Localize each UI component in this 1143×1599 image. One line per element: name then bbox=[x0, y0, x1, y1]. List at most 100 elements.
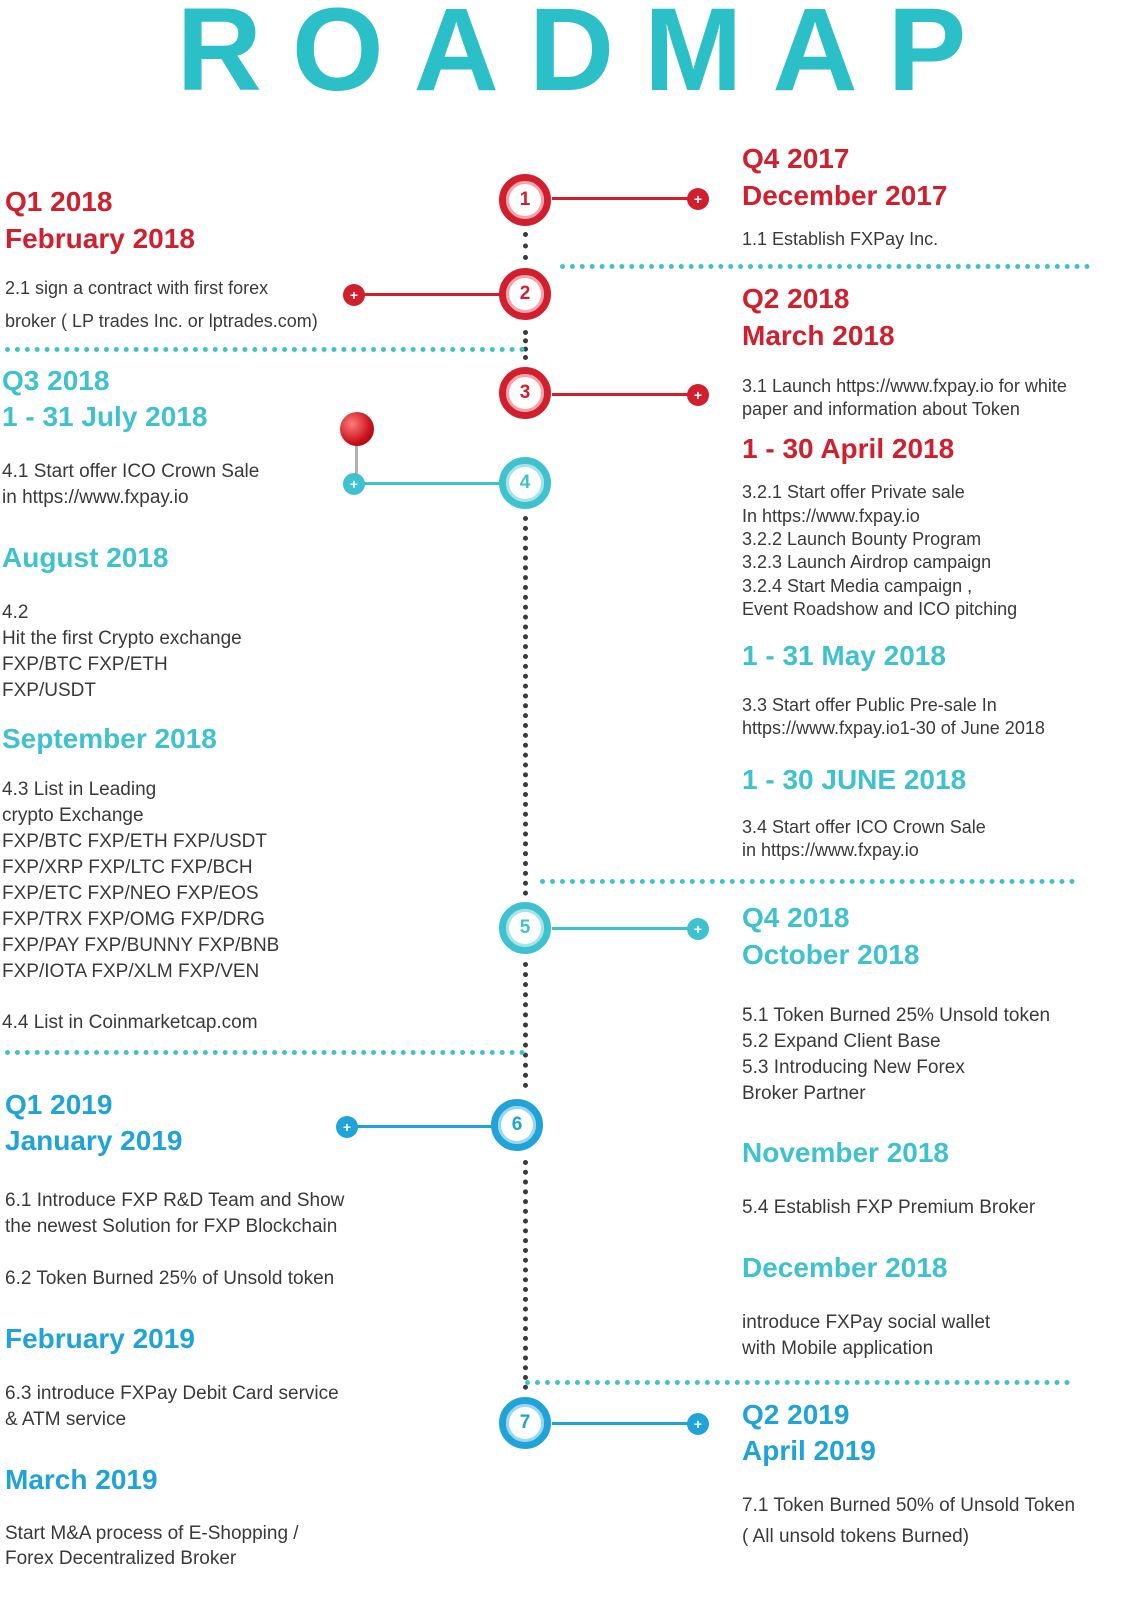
milestone-2: 2 bbox=[499, 268, 551, 320]
january-2019-item: the newest Solution for FXP Blockchain bbox=[5, 1216, 338, 1237]
q2-2018-quarter: Q2 2018 bbox=[742, 283, 850, 314]
august-2018-item: 4.2 bbox=[2, 602, 29, 623]
november-2018-heading: November 2018 bbox=[742, 1137, 950, 1168]
december-2018-item: with Mobile application bbox=[742, 1338, 934, 1359]
connector-4 bbox=[360, 482, 502, 485]
divider-q1-q3 bbox=[5, 347, 525, 352]
page-title: ROADMAP bbox=[176, 0, 997, 116]
q1-2019-month: January 2019 bbox=[5, 1125, 183, 1156]
may-2018-item: https://www.fxpay.io1-30 of June 2018 bbox=[742, 718, 1045, 738]
connector-end-icon: + bbox=[687, 188, 709, 210]
september-2018-item: FXP/XRP FXP/LTC FXP/BCH bbox=[2, 857, 253, 878]
april-2018-item: In https://www.fxpay.io bbox=[742, 506, 920, 526]
coinmarketcap-item: 4.4 List in Coinmarketcap.com bbox=[2, 1012, 258, 1033]
april-2019-item: ( All unsold tokens Burned) bbox=[742, 1526, 970, 1547]
april-2018-item: 3.2.3 Launch Airdrop campaign bbox=[742, 552, 992, 572]
march-2018-item: 3.1 Launch https://www.fxpay.io for whit… bbox=[742, 376, 1067, 396]
q4-2017-month: December 2017 bbox=[742, 180, 948, 211]
milestone-1: 1 bbox=[499, 174, 551, 226]
timeline-segment bbox=[523, 962, 528, 1088]
september-2018-item: FXP/IOTA FXP/XLM FXP/VEN bbox=[2, 961, 260, 982]
september-2018-heading: September 2018 bbox=[2, 723, 217, 754]
connector-end-icon: + bbox=[343, 284, 365, 306]
february-2019-heading: February 2019 bbox=[5, 1323, 195, 1354]
december-2018-heading: December 2018 bbox=[742, 1252, 948, 1283]
q4-2017-item: 1.1 Establish FXPay Inc. bbox=[742, 229, 939, 249]
april-2018-item: Event Roadshow and ICO pitching bbox=[742, 599, 1018, 619]
october-2018-item: 5.3 Introducing New Forex bbox=[742, 1057, 965, 1078]
milestone-5: 5 bbox=[499, 902, 551, 954]
connector-1 bbox=[552, 197, 694, 200]
june-2018-item: 3.4 Start offer ICO Crown Sale bbox=[742, 817, 986, 837]
divider-q4-q2-2019 bbox=[525, 1380, 1070, 1385]
q4-2018-quarter: Q4 2018 bbox=[742, 902, 850, 933]
april-2018-heading: 1 - 30 April 2018 bbox=[742, 433, 955, 464]
may-2018-heading: 1 - 31 May 2018 bbox=[742, 640, 946, 671]
connector-end-icon: + bbox=[343, 473, 365, 495]
milestone-7: 7 bbox=[499, 1397, 551, 1449]
connector-end-icon: + bbox=[687, 384, 709, 406]
november-2018-item: 5.4 Establish FXP Premium Broker bbox=[742, 1197, 1036, 1218]
march-2019-item: Start M&A process of E-Shopping / bbox=[5, 1523, 299, 1544]
q1-2019-quarter: Q1 2019 bbox=[5, 1089, 113, 1120]
october-2018-item: Broker Partner bbox=[742, 1083, 866, 1104]
january-2019-item: 6.2 Token Burned 25% of Unsold token bbox=[5, 1268, 335, 1289]
august-2018-item: FXP/USDT bbox=[2, 680, 96, 701]
q1-2018-item: broker ( LP trades Inc. or lptrades.com) bbox=[5, 311, 318, 331]
october-2018-item: 5.1 Token Burned 25% Unsold token bbox=[742, 1005, 1051, 1026]
pin-needle bbox=[355, 444, 358, 476]
timeline-segment bbox=[523, 1160, 528, 1390]
q3-2018-month: 1 - 31 July 2018 bbox=[2, 401, 208, 432]
september-2018-item: FXP/BTC FXP/ETH FXP/USDT bbox=[2, 831, 267, 852]
september-2018-item: 4.3 List in Leading bbox=[2, 779, 157, 800]
timeline-segment bbox=[523, 516, 528, 896]
august-2018-heading: August 2018 bbox=[2, 542, 169, 573]
connector-2 bbox=[360, 293, 502, 296]
february-2019-item: 6.3 introduce FXPay Debit Card service bbox=[5, 1383, 339, 1404]
timeline-segment bbox=[523, 232, 528, 260]
may-2018-item: 3.3 Start offer Public Pre-sale In bbox=[742, 695, 997, 715]
connector-7 bbox=[552, 1422, 694, 1425]
september-2018-item: FXP/PAY FXP/BUNNY FXP/BNB bbox=[2, 935, 280, 956]
march-2019-item: Forex Decentralized Broker bbox=[5, 1548, 237, 1569]
april-2018-item: 3.2.4 Start Media campaign , bbox=[742, 576, 973, 596]
q3-2018-quarter: Q3 2018 bbox=[2, 365, 110, 396]
february-2019-item: & ATM service bbox=[5, 1409, 127, 1430]
map-pin-icon bbox=[340, 412, 374, 446]
april-2018-item: 3.2.1 Start offer Private sale bbox=[742, 482, 965, 502]
march-2018-item: paper and information about Token bbox=[742, 399, 1020, 419]
q1-2018-month: February 2018 bbox=[5, 223, 195, 254]
connector-end-icon: + bbox=[687, 1413, 709, 1435]
divider-q3-q1-2019 bbox=[5, 1050, 525, 1055]
july-2018-item: in https://www.fxpay.io bbox=[2, 487, 189, 508]
q1-2018-item: 2.1 sign a contract with first forex bbox=[5, 278, 269, 298]
august-2018-item: FXP/BTC FXP/ETH bbox=[2, 654, 168, 675]
january-2019-item: 6.1 Introduce FXP R&D Team and Show bbox=[5, 1190, 345, 1211]
october-2018-item: 5.2 Expand Client Base bbox=[742, 1031, 941, 1052]
divider-q4-q2 bbox=[560, 264, 1090, 269]
connector-6 bbox=[350, 1125, 495, 1128]
connector-5 bbox=[552, 927, 694, 930]
q2-2019-month: April 2019 bbox=[742, 1435, 876, 1466]
september-2018-item: crypto Exchange bbox=[2, 805, 144, 826]
september-2018-item: FXP/ETC FXP/NEO FXP/EOS bbox=[2, 883, 259, 904]
q4-2018-month: October 2018 bbox=[742, 939, 920, 970]
july-2018-item: 4.1 Start offer ICO Crown Sale bbox=[2, 461, 260, 482]
milestone-3: 3 bbox=[499, 367, 551, 419]
september-2018-item: FXP/TRX FXP/OMG FXP/DRG bbox=[2, 909, 265, 930]
milestone-4: 4 bbox=[499, 457, 551, 509]
milestone-6: 6 bbox=[491, 1099, 543, 1151]
april-2018-item: 3.2.2 Launch Bounty Program bbox=[742, 529, 982, 549]
december-2018-item: introduce FXPay social wallet bbox=[742, 1312, 991, 1333]
timeline-segment bbox=[523, 330, 528, 360]
q1-2018-quarter: Q1 2018 bbox=[5, 186, 113, 217]
connector-end-icon: + bbox=[336, 1116, 358, 1138]
q2-2019-quarter: Q2 2019 bbox=[742, 1399, 850, 1430]
divider-q2-q4 bbox=[540, 879, 1075, 884]
q4-2017-quarter: Q4 2017 bbox=[742, 143, 850, 174]
march-2019-heading: March 2019 bbox=[5, 1464, 158, 1495]
connector-3 bbox=[552, 393, 694, 396]
april-2019-item: 7.1 Token Burned 50% of Unsold Token bbox=[742, 1495, 1076, 1516]
connector-end-icon: + bbox=[687, 918, 709, 940]
q2-2018-month: March 2018 bbox=[742, 320, 895, 351]
